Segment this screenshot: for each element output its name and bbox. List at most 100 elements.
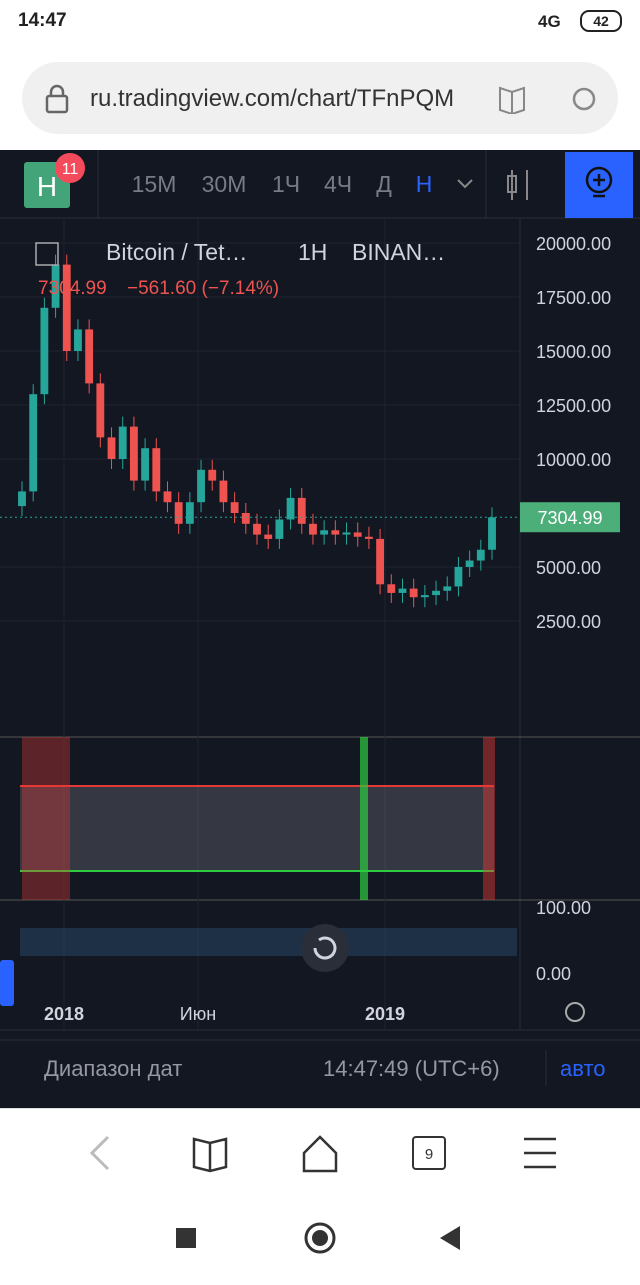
time-label: Июн <box>180 1004 216 1024</box>
candle <box>432 590 440 596</box>
url-bar[interactable]: ru.tradingview.com/chart/TFnPQM <box>22 62 618 134</box>
quote-change: −561.60 (−7.14%) <box>127 278 279 299</box>
time-label: 2018 <box>44 1004 84 1024</box>
interval-button[interactable]: Н <box>416 171 433 197</box>
candle <box>342 532 351 535</box>
url[interactable]: ru.tradingview.com/chart/TFnPQM <box>90 85 455 112</box>
candle <box>331 530 340 535</box>
osc-tick-label: 0.00 <box>536 964 571 984</box>
interval-button[interactable]: 30М <box>202 171 247 197</box>
interval-button[interactable]: Д <box>376 171 392 197</box>
system-nav-icons <box>176 1222 460 1254</box>
interval: 1H <box>298 239 327 265</box>
interval-button[interactable]: 4Ч <box>324 171 352 197</box>
time: 14:47 <box>18 10 67 31</box>
signal-zone <box>483 737 495 900</box>
price-tick-label: 2500.00 <box>536 612 601 632</box>
reset-icon <box>313 936 337 960</box>
candle <box>40 307 49 395</box>
candle <box>185 502 194 524</box>
exchange: BINAN… <box>352 239 445 265</box>
price-tick-label: 10000.00 <box>536 450 611 470</box>
battery: 42 <box>580 10 622 32</box>
candle <box>476 549 485 561</box>
candle <box>297 497 306 524</box>
last-price-label: 7304.99 <box>537 508 602 528</box>
url-icons <box>499 86 596 114</box>
interval-button[interactable]: 1Ч <box>272 171 300 197</box>
candle <box>264 534 273 539</box>
last-price-tag <box>520 502 620 533</box>
side-toggle[interactable] <box>0 960 14 1006</box>
candle <box>443 586 452 591</box>
candle <box>129 426 138 481</box>
logo-text: H <box>37 171 57 202</box>
bulb-icon <box>593 174 605 198</box>
symbol[interactable]: Bitcoin / Tet… <box>106 239 247 265</box>
quote-price: 7304.99 <box>38 278 107 299</box>
candle <box>376 538 385 585</box>
price-tick-label: 12500.00 <box>536 396 611 416</box>
home-button[interactable] <box>302 1135 338 1173</box>
auto-mode[interactable]: авто <box>560 1056 606 1081</box>
stoch-band <box>20 928 517 956</box>
candle <box>141 448 150 481</box>
recents-button[interactable] <box>176 1228 196 1248</box>
candle <box>197 469 205 503</box>
home-button[interactable] <box>304 1222 336 1254</box>
candle <box>387 584 396 593</box>
date-range[interactable]: Диапазон дат <box>44 1056 182 1081</box>
browser-nav: 9 <box>0 1108 640 1196</box>
candle <box>409 588 418 598</box>
candle <box>309 523 317 535</box>
osc-tick-label: 100.00 <box>536 898 591 918</box>
tradingview-app: H 11 15М 30М 1Ч 4Ч Д Н 20000.00 17500.00 15000.… <box>0 150 640 1108</box>
interval-button[interactable]: 15М <box>132 171 177 197</box>
signal-zone <box>22 737 70 900</box>
candle <box>85 329 94 384</box>
reset-button[interactable] <box>301 924 349 972</box>
candle <box>74 329 82 351</box>
signal-zone <box>360 737 368 900</box>
candle <box>465 560 474 567</box>
candle <box>107 437 116 459</box>
candle <box>253 523 261 535</box>
price-tick-label: 5000.00 <box>536 558 601 578</box>
clock: 14:47:49 (UTC+6) <box>323 1056 500 1081</box>
tabs-count: 9 <box>425 1146 433 1163</box>
candle <box>320 530 329 535</box>
chart-area: H 11 15М 30М 1Ч 4Ч Д Н 20000.00 17500.00 15000.… <box>0 150 640 1086</box>
price-tick-label: 17500.00 <box>536 288 611 308</box>
candle <box>118 426 127 459</box>
system-nav <box>0 1195 640 1280</box>
candle <box>488 517 496 550</box>
chevron[interactable] <box>457 179 473 189</box>
bulb-icon <box>585 166 613 194</box>
back-button[interactable] <box>89 1135 110 1171</box>
candle <box>208 469 217 481</box>
tabs-button[interactable] <box>412 1136 446 1170</box>
home-dot <box>312 1230 328 1246</box>
candle <box>275 519 284 539</box>
bookmarks-button[interactable] <box>192 1137 228 1173</box>
candle <box>18 491 26 507</box>
rsi-band <box>20 786 494 871</box>
candle <box>29 394 38 492</box>
candle <box>219 480 228 503</box>
lock-icon <box>45 84 69 114</box>
toolbar <box>0 150 640 218</box>
candle <box>163 491 172 503</box>
settings-icon[interactable] <box>565 1002 585 1022</box>
candle <box>286 497 295 520</box>
candle <box>454 567 463 587</box>
candle <box>230 502 239 513</box>
time-label: 2019 <box>365 1004 405 1024</box>
candle <box>241 513 250 524</box>
add-icon[interactable] <box>35 242 59 266</box>
network: 4G <box>538 12 561 31</box>
back-button[interactable] <box>440 1226 460 1250</box>
menu-button[interactable] <box>524 1137 556 1169</box>
candle <box>62 264 71 351</box>
candle <box>51 264 60 308</box>
